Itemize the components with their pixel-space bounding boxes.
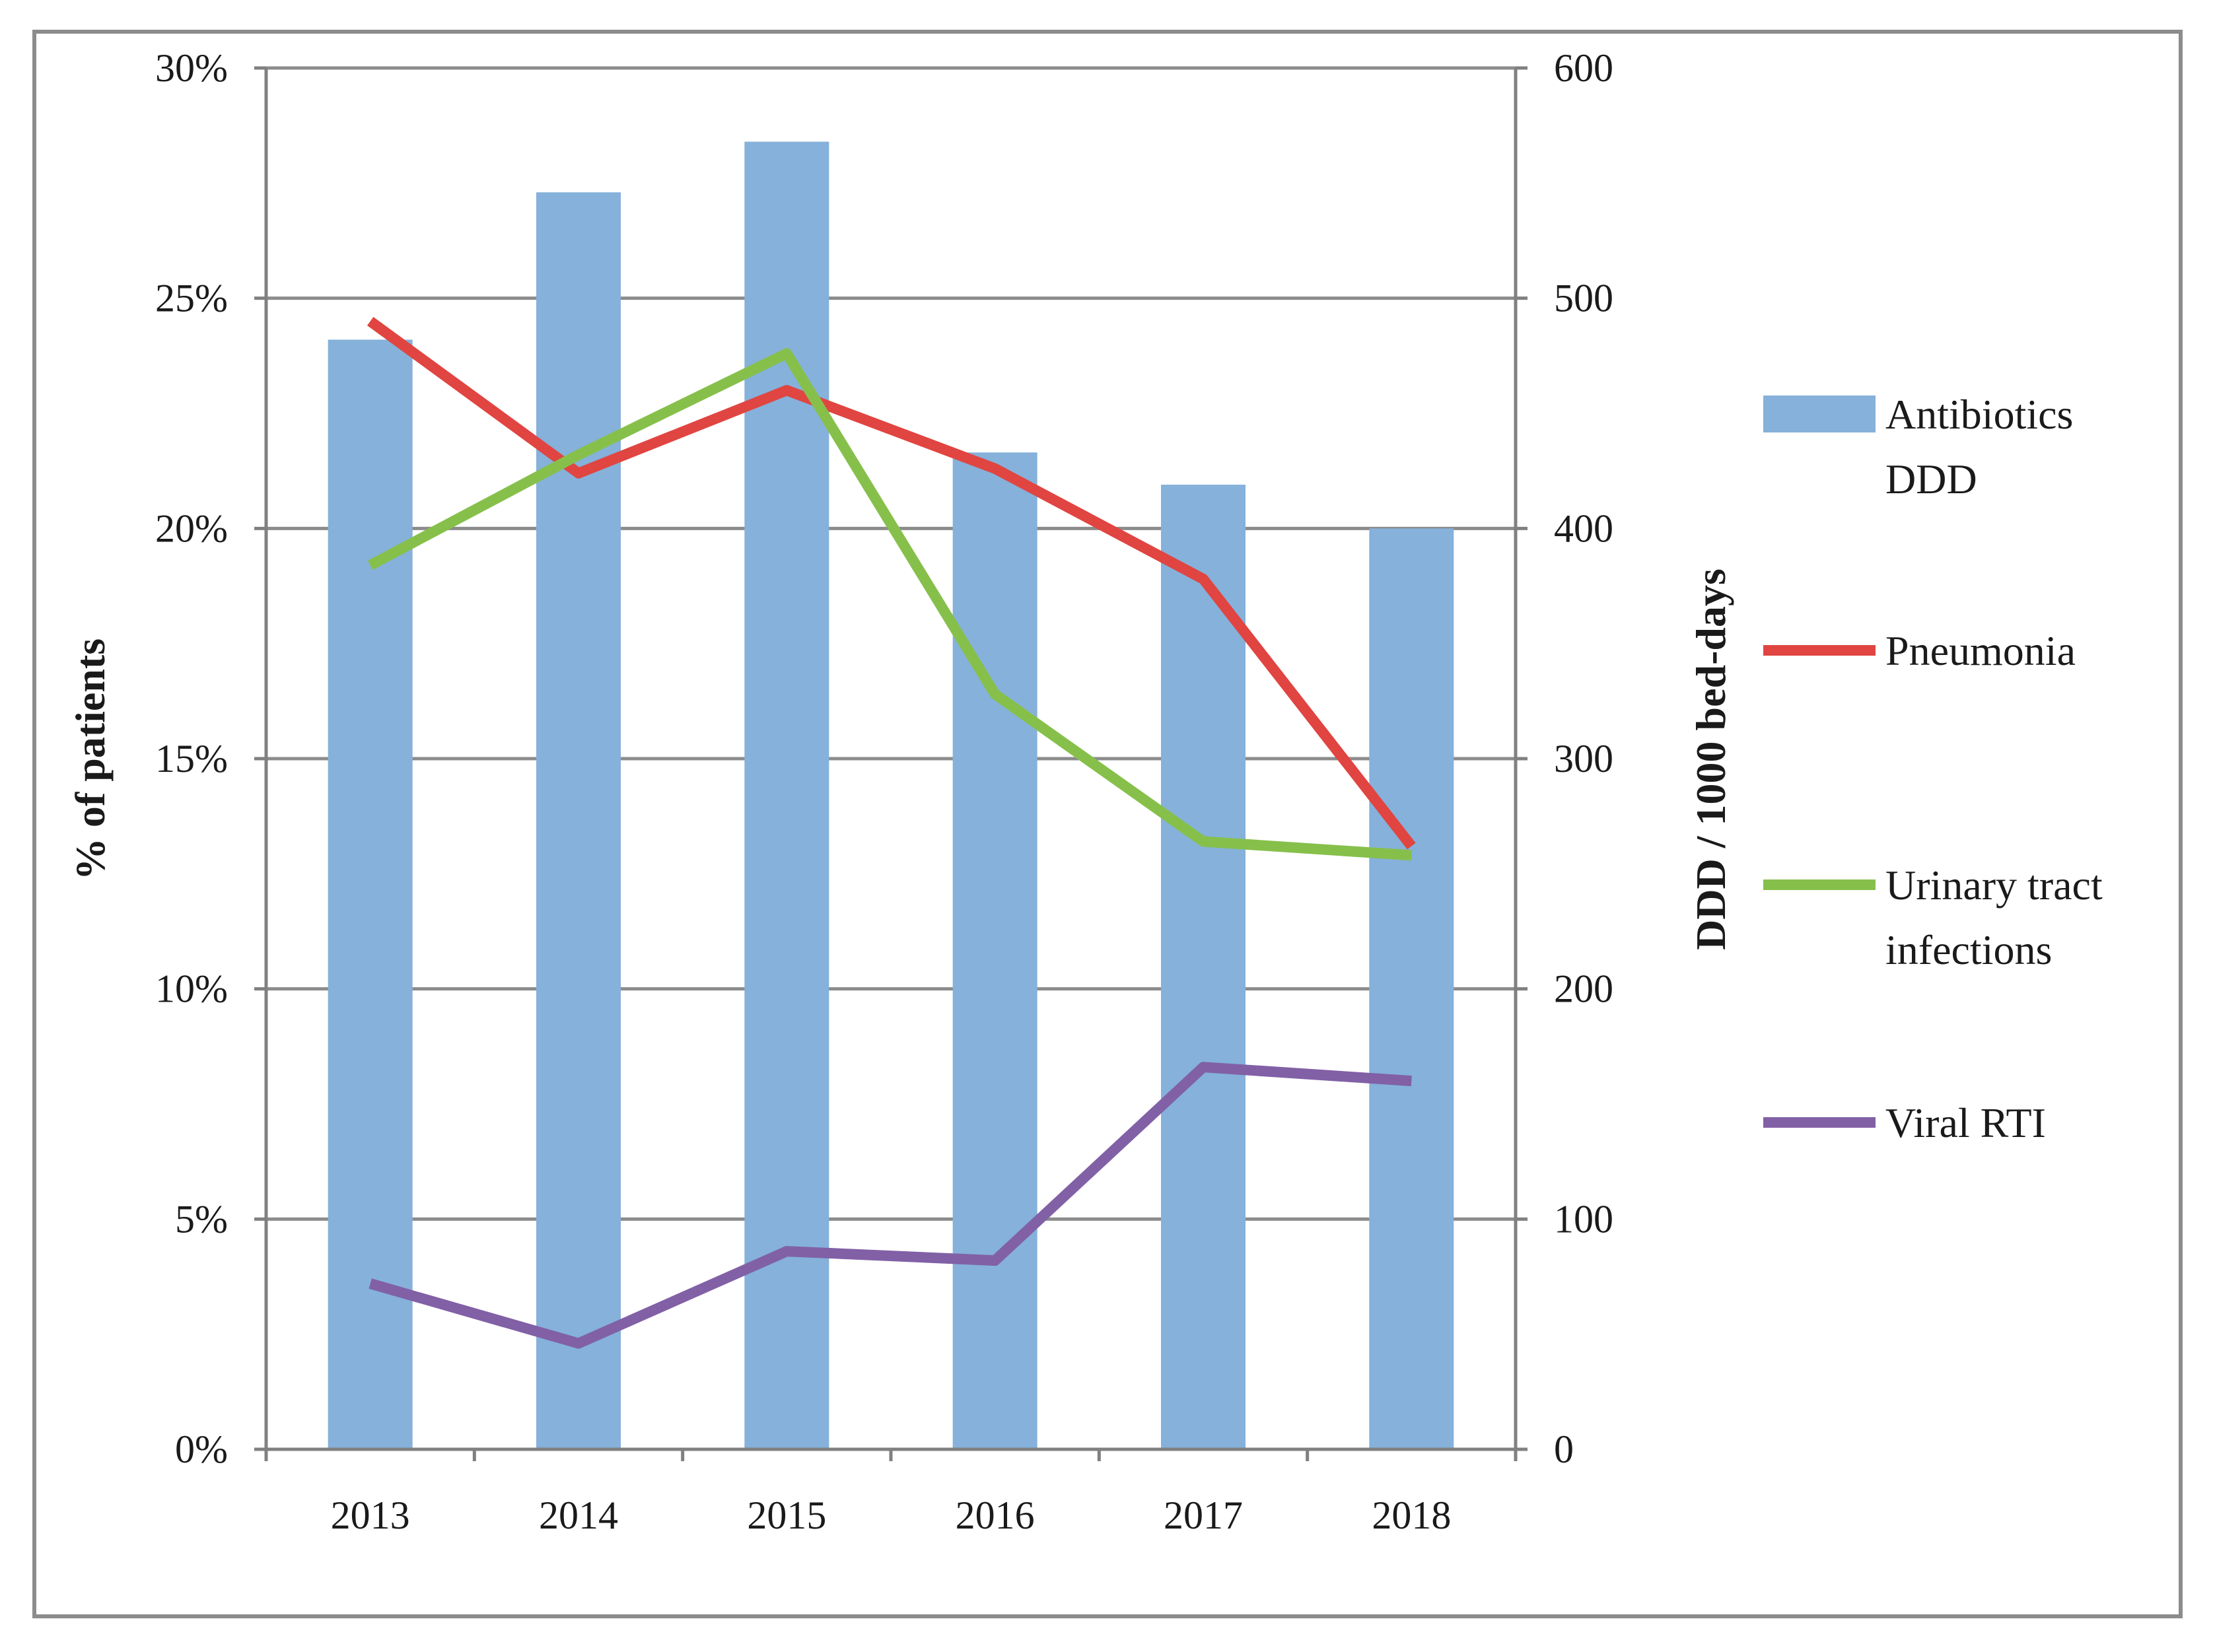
x-tick-label: 2015 [747,1494,826,1537]
line-urinary-tract-infections [367,348,1412,861]
bar-2017 [1161,485,1246,1449]
bar-2016 [952,452,1037,1449]
y-tick-label-left: 5% [175,1197,228,1241]
bar-2013 [328,339,413,1449]
bar-2014 [536,192,621,1449]
bar-2018 [1369,528,1454,1450]
y-tick-label-right: 600 [1554,46,1613,90]
x-tick-label: 2017 [1164,1494,1243,1537]
y-tick-label-left: 0% [175,1428,228,1471]
y-tick-label-left: 10% [155,967,228,1011]
y-axis-title-right: DDD / 1000 bed-days [1687,568,1734,950]
x-tick-label: 2016 [956,1494,1035,1537]
x-tick-label: 2014 [539,1494,618,1537]
line-viral-rti [369,1062,1412,1349]
y-tick-label-right: 500 [1554,277,1613,320]
y-tick-label-left: 15% [155,737,228,780]
y-tick-label-right: 100 [1554,1197,1613,1241]
y-tick-label-right: 200 [1554,967,1613,1011]
x-tick-label: 2018 [1372,1494,1451,1537]
x-tick-label: 2013 [331,1494,410,1537]
tick-labels: 0% 5% 10% 15% 20% 25% 30% 0 100 200 300 400 500 600 20… [155,46,1613,1537]
legend-label-pneumonia: Pneumonia [1885,627,2076,674]
legend: Antibiotics DDD Pneumonia Urinary tract infe… [1763,391,2103,1146]
axes [254,66,1528,1461]
legend-label-urinary-tract-infections: infections [1885,926,2052,973]
y-tick-label-right: 300 [1554,737,1613,780]
y-tick-label-left: 20% [155,506,228,550]
y-axis-title-left: % of patients [67,638,114,880]
gridlines [266,66,1516,1221]
legend-label-antibiotics-ddd: Antibiotics [1885,391,2073,438]
y-tick-label-left: 30% [155,46,228,90]
line-series [367,317,1416,1349]
y-tick-label-left: 25% [155,277,228,320]
legend-label-antibiotics-ddd: DDD [1885,456,1977,502]
legend-swatch-antibiotics-ddd [1763,396,1876,432]
y-tick-label-right: 400 [1554,506,1613,550]
line-pneumonia [367,317,1416,850]
y-tick-label-right: 0 [1554,1428,1574,1471]
legend-label-urinary-tract-infections: Urinary tract [1885,862,2103,909]
legend-label-viral-rti: Viral RTI [1885,1099,2046,1146]
